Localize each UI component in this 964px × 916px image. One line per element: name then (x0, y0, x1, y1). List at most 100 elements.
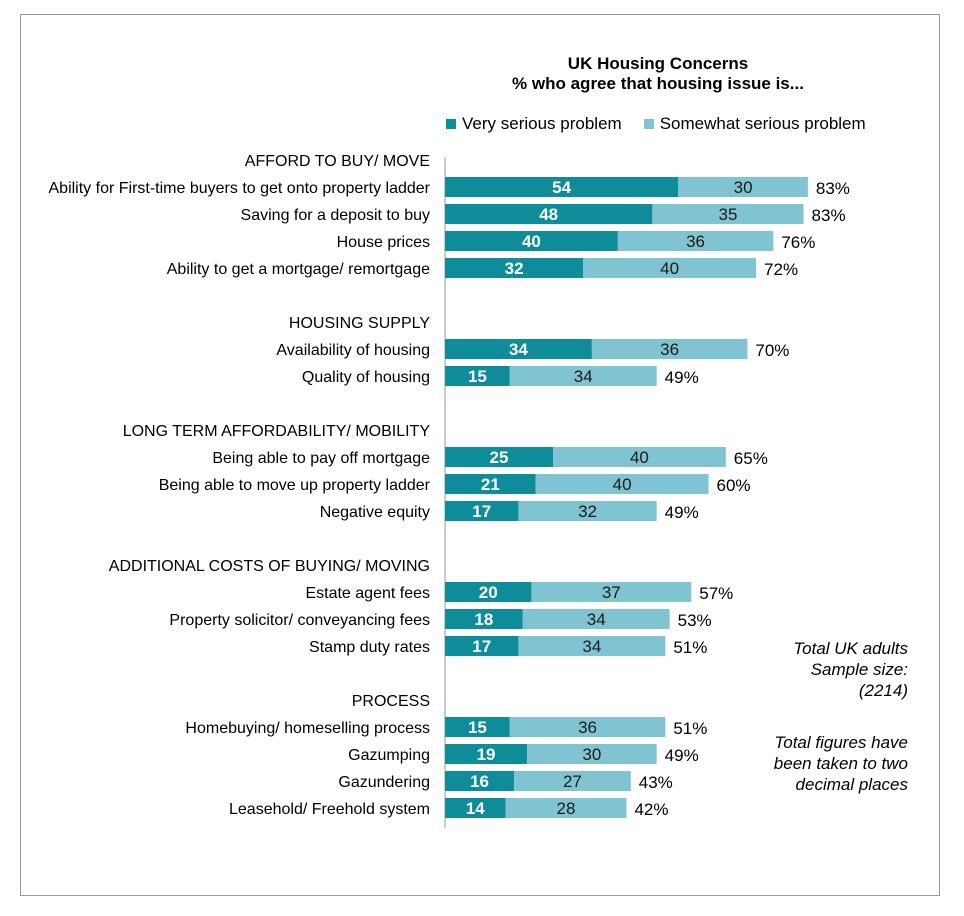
total-label: 49% (665, 368, 699, 387)
bar-very-serious (445, 258, 584, 278)
bar-somewhat-serious (617, 231, 774, 251)
value-label-very: 17 (472, 637, 491, 656)
category-label: Gazundering (338, 774, 430, 791)
value-label-somewhat: 34 (574, 367, 593, 386)
bar-somewhat-serious (527, 744, 657, 764)
legend-swatch-somewhat (643, 119, 654, 129)
category-label: Ability to get a mortgage/ remortgage (167, 261, 430, 278)
group-heading: AFFORD TO BUY/ MOVE (245, 153, 430, 170)
bar-very-serious (445, 636, 519, 656)
bar-very-serious (445, 798, 506, 818)
value-label-very: 15 (468, 367, 487, 386)
total-label: 83% (812, 206, 846, 225)
value-label-very: 14 (466, 799, 485, 818)
sample-note: Total UK adults Sample size: (2214) (688, 638, 908, 701)
value-label-very: 32 (505, 259, 524, 278)
bar-somewhat-serious (583, 258, 757, 278)
bar-very-serious (445, 474, 536, 494)
value-label-very: 19 (477, 745, 496, 764)
bar-very-serious (445, 582, 532, 602)
sample-note-line: (2214) (858, 681, 908, 700)
value-label-somewhat: 36 (660, 340, 679, 359)
category-label: House prices (337, 234, 430, 251)
value-label-somewhat: 36 (686, 232, 705, 251)
rounding-note-line: been taken to two (773, 754, 908, 773)
legend-item-very: Very serious problem (446, 114, 622, 134)
category-label: Stamp duty rates (309, 639, 430, 656)
bar-somewhat-serious (591, 339, 748, 359)
total-label: 76% (781, 233, 815, 252)
value-label-very: 20 (479, 583, 498, 602)
bar-very-serious (445, 447, 553, 467)
value-label-very: 34 (509, 340, 528, 359)
bar-somewhat-serious (509, 366, 657, 386)
total-label: 70% (755, 341, 789, 360)
bar-somewhat-serious (522, 609, 670, 629)
bar-somewhat-serious (553, 447, 726, 467)
value-label-very: 54 (552, 178, 571, 197)
legend-item-somewhat: Somewhat serious problem (643, 114, 866, 134)
category-label: Negative equity (320, 504, 430, 521)
group-heading: LONG TERM AFFORDABILITY/ MOBILITY (123, 423, 431, 440)
bar-very-serious (445, 609, 523, 629)
category-label: Availability of housing (276, 342, 430, 359)
bar-somewhat-serious (652, 204, 804, 224)
legend-swatch-very (446, 119, 456, 129)
legend: Very serious problem Somewhat serious pr… (446, 114, 888, 134)
bar-very-serious (445, 366, 510, 386)
bar-somewhat-serious (514, 771, 631, 791)
total-label: 51% (673, 719, 707, 738)
rounding-note: Total figures have been taken to two dec… (688, 732, 908, 795)
bar-somewhat-serious (531, 582, 692, 602)
total-label: 49% (665, 503, 699, 522)
bar-very-serious (445, 204, 653, 224)
value-label-very: 17 (472, 502, 491, 521)
sample-note-line: Sample size: (810, 660, 908, 679)
value-label-somewhat: 34 (587, 610, 606, 629)
total-label: 42% (634, 800, 668, 819)
bar-somewhat-serious (518, 636, 666, 656)
category-label: Quality of housing (302, 369, 430, 386)
bar-somewhat-serious (535, 474, 709, 494)
value-label-somewhat: 27 (563, 772, 582, 791)
total-label: 57% (699, 584, 733, 603)
value-label-somewhat: 40 (613, 475, 632, 494)
value-label-very: 48 (539, 205, 558, 224)
category-label: Property solicitor/ conveyancing fees (169, 612, 430, 629)
total-label: 83% (816, 179, 850, 198)
value-label-very: 25 (490, 448, 509, 467)
category-label: Homebuying/ homeselling process (185, 720, 430, 737)
value-label-somewhat: 32 (578, 502, 597, 521)
total-label: 53% (678, 611, 712, 630)
bar-somewhat-serious (678, 177, 808, 197)
bar-somewhat-serious (509, 717, 666, 737)
bar-very-serious (445, 177, 679, 197)
value-label-somewhat: 34 (582, 637, 601, 656)
category-label: Ability for First-time buyers to get ont… (49, 180, 431, 197)
value-label-somewhat: 36 (578, 718, 597, 737)
total-label: 60% (717, 476, 751, 495)
sample-note-line: Total UK adults (793, 639, 908, 658)
value-label-somewhat: 35 (718, 205, 737, 224)
legend-label-very: Very serious problem (462, 114, 622, 133)
total-label: 72% (764, 260, 798, 279)
value-label-very: 15 (468, 718, 487, 737)
bar-very-serious (445, 771, 515, 791)
rounding-note-line: decimal places (795, 775, 908, 794)
group-heading: PROCESS (352, 693, 430, 710)
group-heading: HOUSING SUPPLY (289, 315, 430, 332)
category-label: Saving for a deposit to buy (241, 207, 430, 224)
category-label: Leasehold/ Freehold system (229, 801, 430, 818)
value-label-very: 18 (474, 610, 493, 629)
value-label-somewhat: 30 (582, 745, 601, 764)
value-label-somewhat: 30 (734, 178, 753, 197)
value-label-somewhat: 37 (602, 583, 621, 602)
value-label-somewhat: 28 (556, 799, 575, 818)
category-label: Being able to move up property ladder (159, 477, 431, 494)
total-label: 49% (665, 746, 699, 765)
bar-very-serious (445, 744, 528, 764)
total-label: 43% (639, 773, 673, 792)
bar-very-serious (445, 231, 618, 251)
value-label-somewhat: 40 (630, 448, 649, 467)
